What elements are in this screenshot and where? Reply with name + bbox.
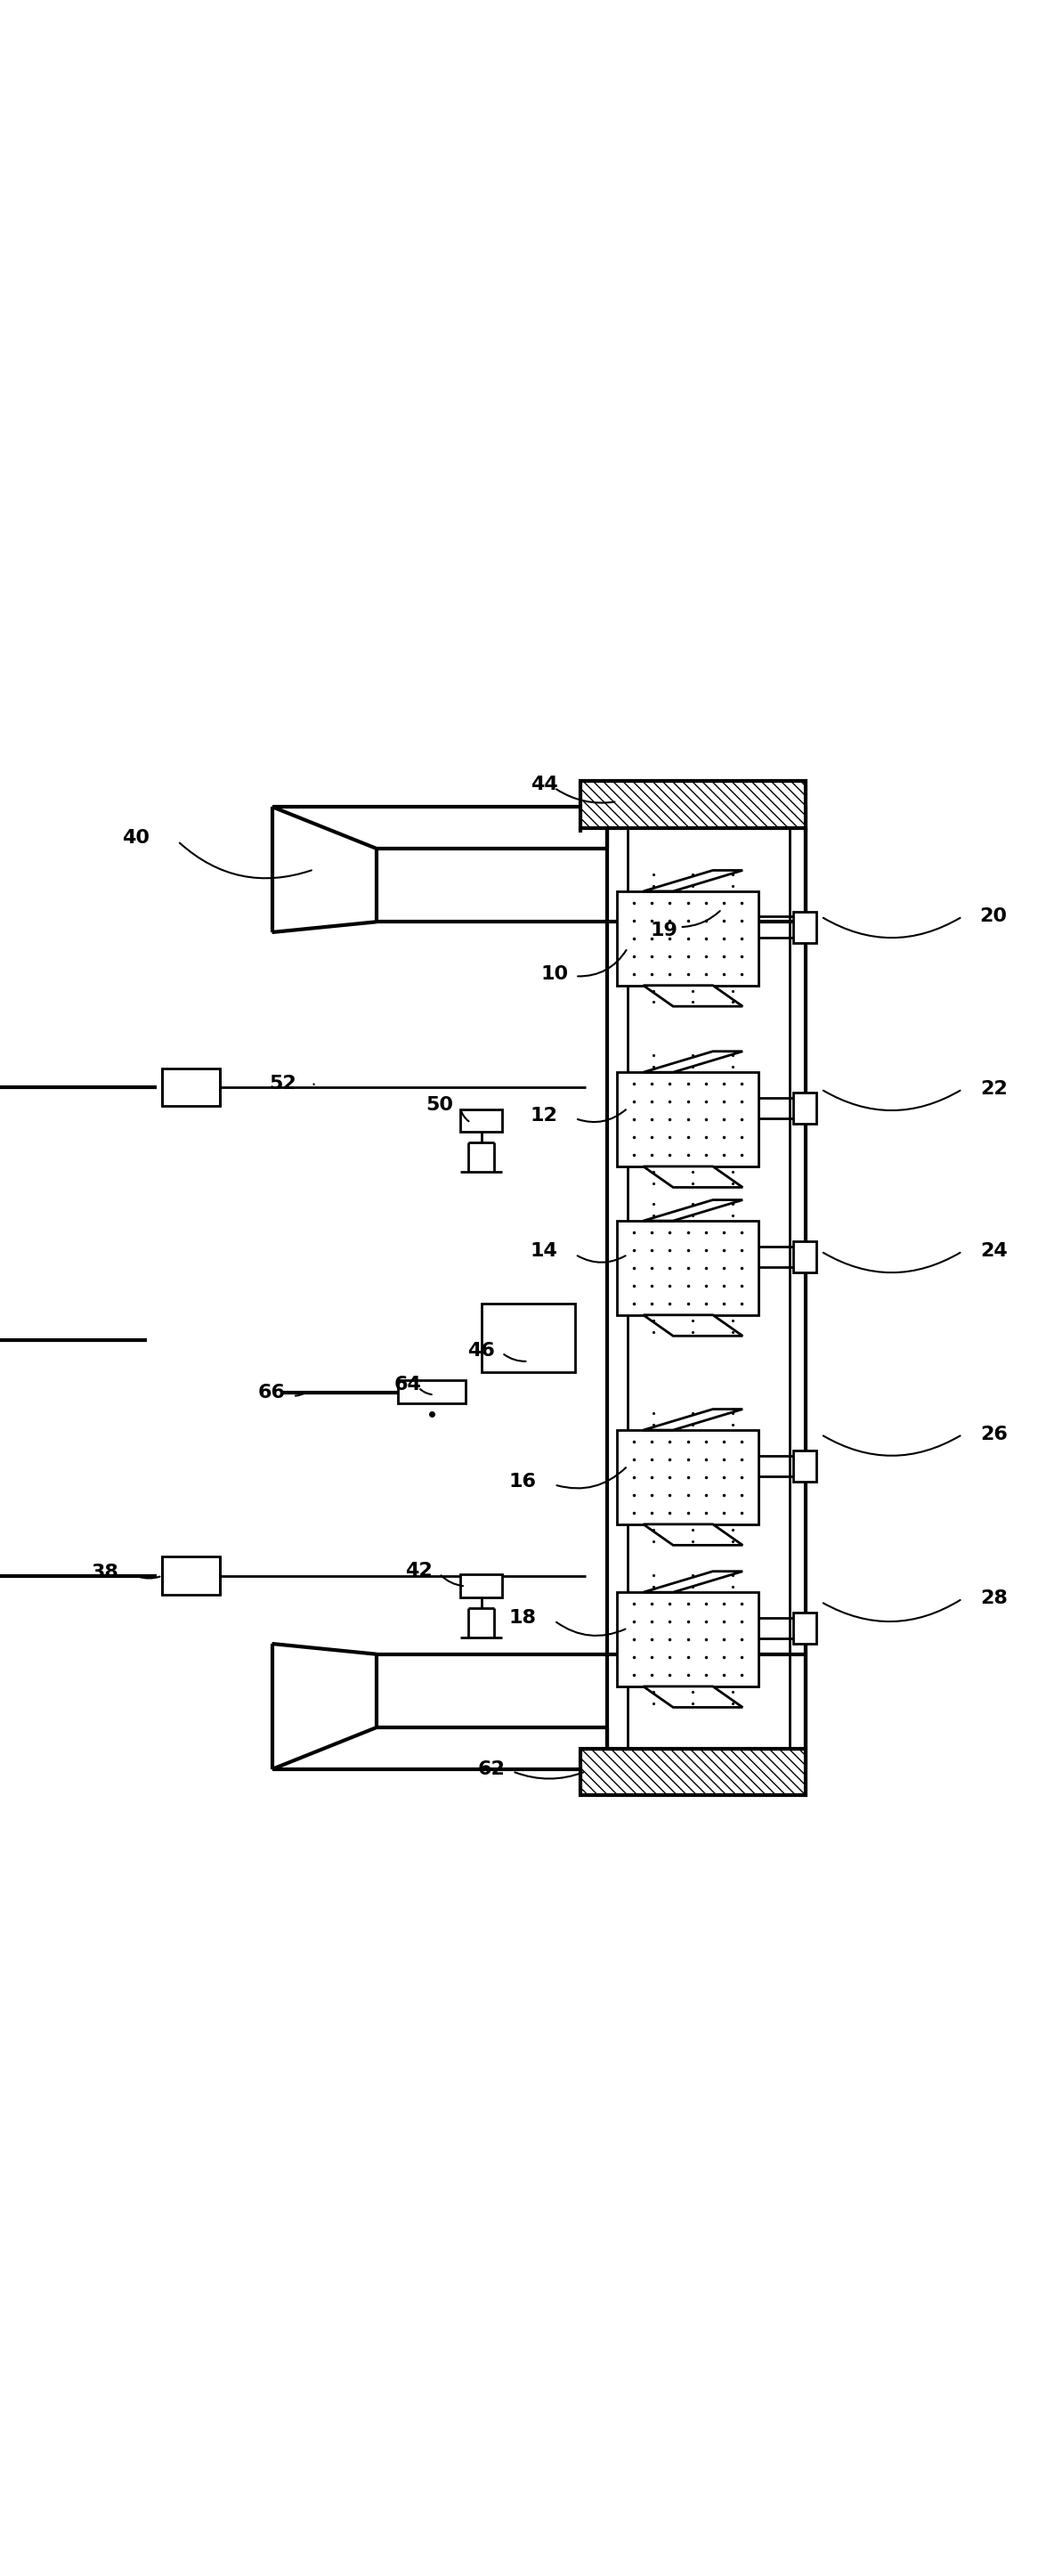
Bar <box>793 1242 816 1273</box>
Polygon shape <box>643 1051 743 1072</box>
Text: 14: 14 <box>530 1242 558 1260</box>
Bar <box>793 1092 816 1123</box>
Bar <box>397 1381 465 1404</box>
Polygon shape <box>643 1200 743 1221</box>
Text: 50: 50 <box>426 1095 453 1113</box>
Bar <box>793 1450 816 1481</box>
Polygon shape <box>643 1314 743 1337</box>
Bar <box>460 1574 502 1597</box>
Polygon shape <box>643 1167 743 1188</box>
Polygon shape <box>643 871 743 891</box>
Text: 66: 66 <box>258 1383 286 1401</box>
Polygon shape <box>643 1525 743 1546</box>
Bar <box>581 781 805 827</box>
Text: 62: 62 <box>478 1759 505 1777</box>
Bar <box>162 1556 220 1595</box>
Text: 64: 64 <box>394 1376 422 1394</box>
Text: 46: 46 <box>468 1342 495 1360</box>
Text: 28: 28 <box>980 1589 1007 1607</box>
Text: 16: 16 <box>509 1473 537 1492</box>
Bar <box>793 1613 816 1643</box>
Bar <box>617 891 758 987</box>
Bar <box>481 1303 575 1370</box>
Polygon shape <box>643 987 743 1007</box>
Polygon shape <box>643 1571 743 1592</box>
Bar <box>617 1072 758 1167</box>
Text: 42: 42 <box>405 1561 432 1579</box>
Polygon shape <box>643 1409 743 1430</box>
Bar <box>793 912 816 943</box>
Bar <box>581 1749 805 1795</box>
Polygon shape <box>643 1687 743 1708</box>
Text: 12: 12 <box>530 1108 558 1123</box>
Text: 52: 52 <box>269 1074 296 1092</box>
Text: 22: 22 <box>980 1079 1007 1097</box>
Text: 24: 24 <box>980 1242 1007 1260</box>
Text: 40: 40 <box>122 829 150 848</box>
Bar <box>162 1069 220 1105</box>
Text: 20: 20 <box>980 907 1007 925</box>
Text: 18: 18 <box>509 1607 537 1625</box>
Bar <box>617 1221 758 1314</box>
Text: 26: 26 <box>980 1425 1007 1443</box>
Bar <box>460 1110 502 1131</box>
Bar <box>617 1430 758 1525</box>
Bar <box>617 1592 758 1687</box>
Text: 38: 38 <box>91 1564 118 1582</box>
Text: 19: 19 <box>651 922 678 940</box>
Text: 10: 10 <box>541 966 568 984</box>
Text: 44: 44 <box>530 775 558 793</box>
